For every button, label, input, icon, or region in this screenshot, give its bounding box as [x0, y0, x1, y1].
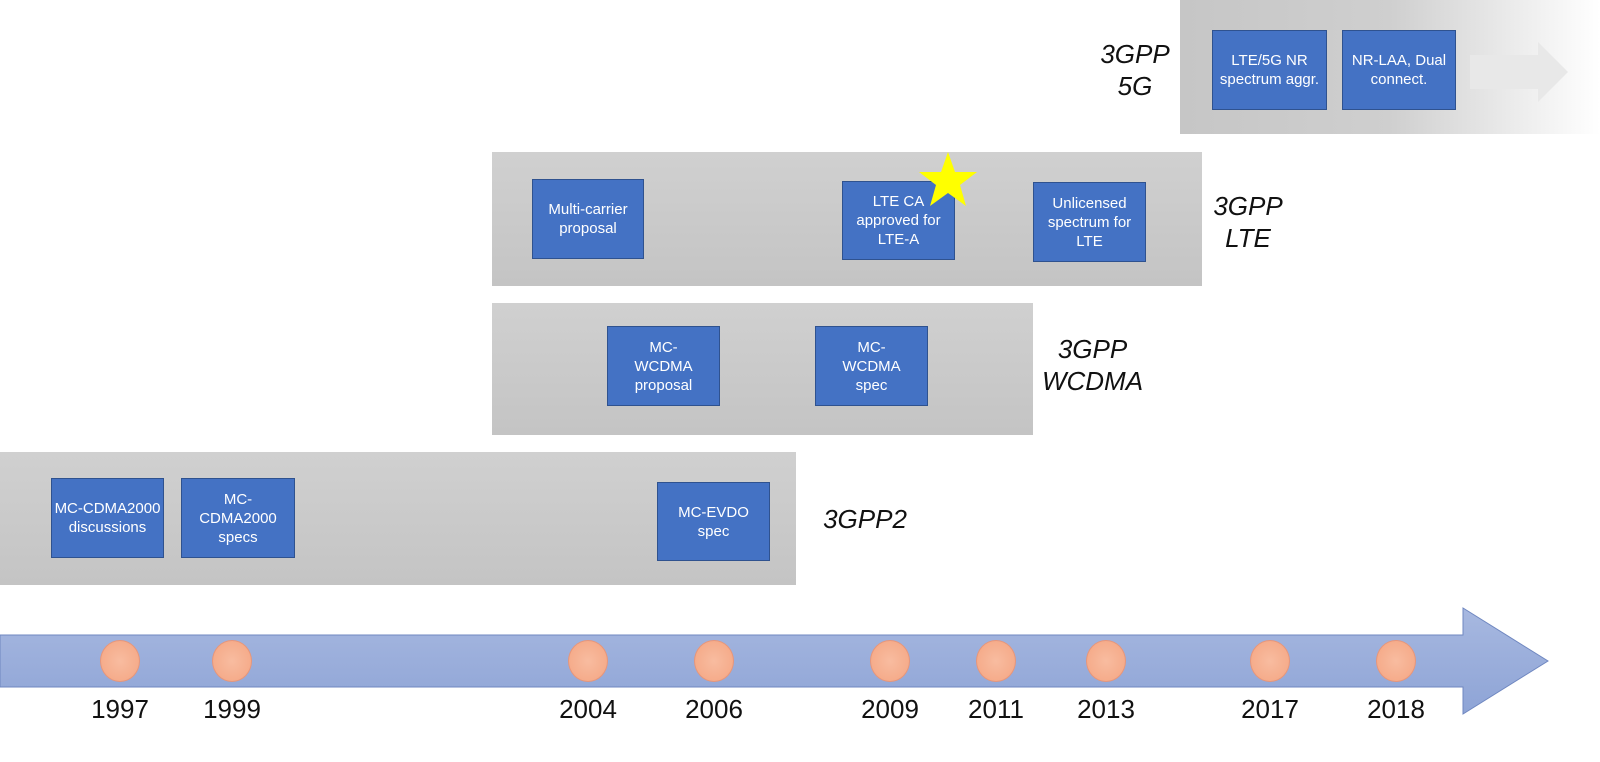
box-nr-laa-dual-connect: NR-LAA, Dual connect. — [1342, 30, 1456, 110]
label-3gpp-5g: 3GPP 5G — [1100, 39, 1170, 101]
milestone-dot-1999 — [212, 640, 252, 682]
box-unlicensed-spectrum: Unlicensed spectrum for LTE — [1033, 182, 1146, 262]
year-label: 2013 — [1077, 694, 1135, 724]
year-label: 2017 — [1241, 694, 1299, 724]
year-label: 1999 — [203, 694, 261, 724]
milestone-dot-2011 — [976, 640, 1016, 682]
box-lte-ca-approved: LTE CA approved for LTE-A — [842, 181, 955, 260]
box-mc-cdma2000-discussions: MC-CDMA2000 discussions — [51, 478, 164, 558]
box-lte-5g-nr-aggr: LTE/5G NR spectrum aggr. — [1212, 30, 1327, 110]
milestone-dot-2004 — [568, 640, 608, 682]
year-label: 2006 — [685, 694, 743, 724]
milestone-dot-2013 — [1086, 640, 1126, 682]
year-label: 1997 — [91, 694, 149, 724]
year-label: 2018 — [1367, 694, 1425, 724]
milestone-dot-2018 — [1376, 640, 1416, 682]
milestone-dot-1997 — [100, 640, 140, 682]
box-mc-wcdma-spec: MC-WCDMA spec — [815, 326, 928, 406]
box-mc-wcdma-proposal: MC-WCDMA proposal — [607, 326, 720, 406]
label-3gpp-wcdma: 3GPP WCDMA — [1041, 334, 1144, 396]
milestone-dot-2006 — [694, 640, 734, 682]
box-mc-evdo-spec: MC-EVDO spec — [657, 482, 770, 561]
milestone-dot-2017 — [1250, 640, 1290, 682]
band-3gpp-wcdma — [492, 303, 1033, 435]
box-multi-carrier-proposal: Multi-carrier proposal — [532, 179, 644, 259]
year-label: 2009 — [861, 694, 919, 724]
label-3gpp-lte: 3GPP LTE — [1213, 191, 1283, 253]
milestone-dot-2009 — [870, 640, 910, 682]
label-3gpp2: 3GPP2 — [823, 504, 907, 534]
year-label: 2004 — [559, 694, 617, 724]
box-mc-cdma2000-specs: MC-CDMA2000 specs — [181, 478, 295, 558]
year-label: 2011 — [968, 694, 1024, 724]
